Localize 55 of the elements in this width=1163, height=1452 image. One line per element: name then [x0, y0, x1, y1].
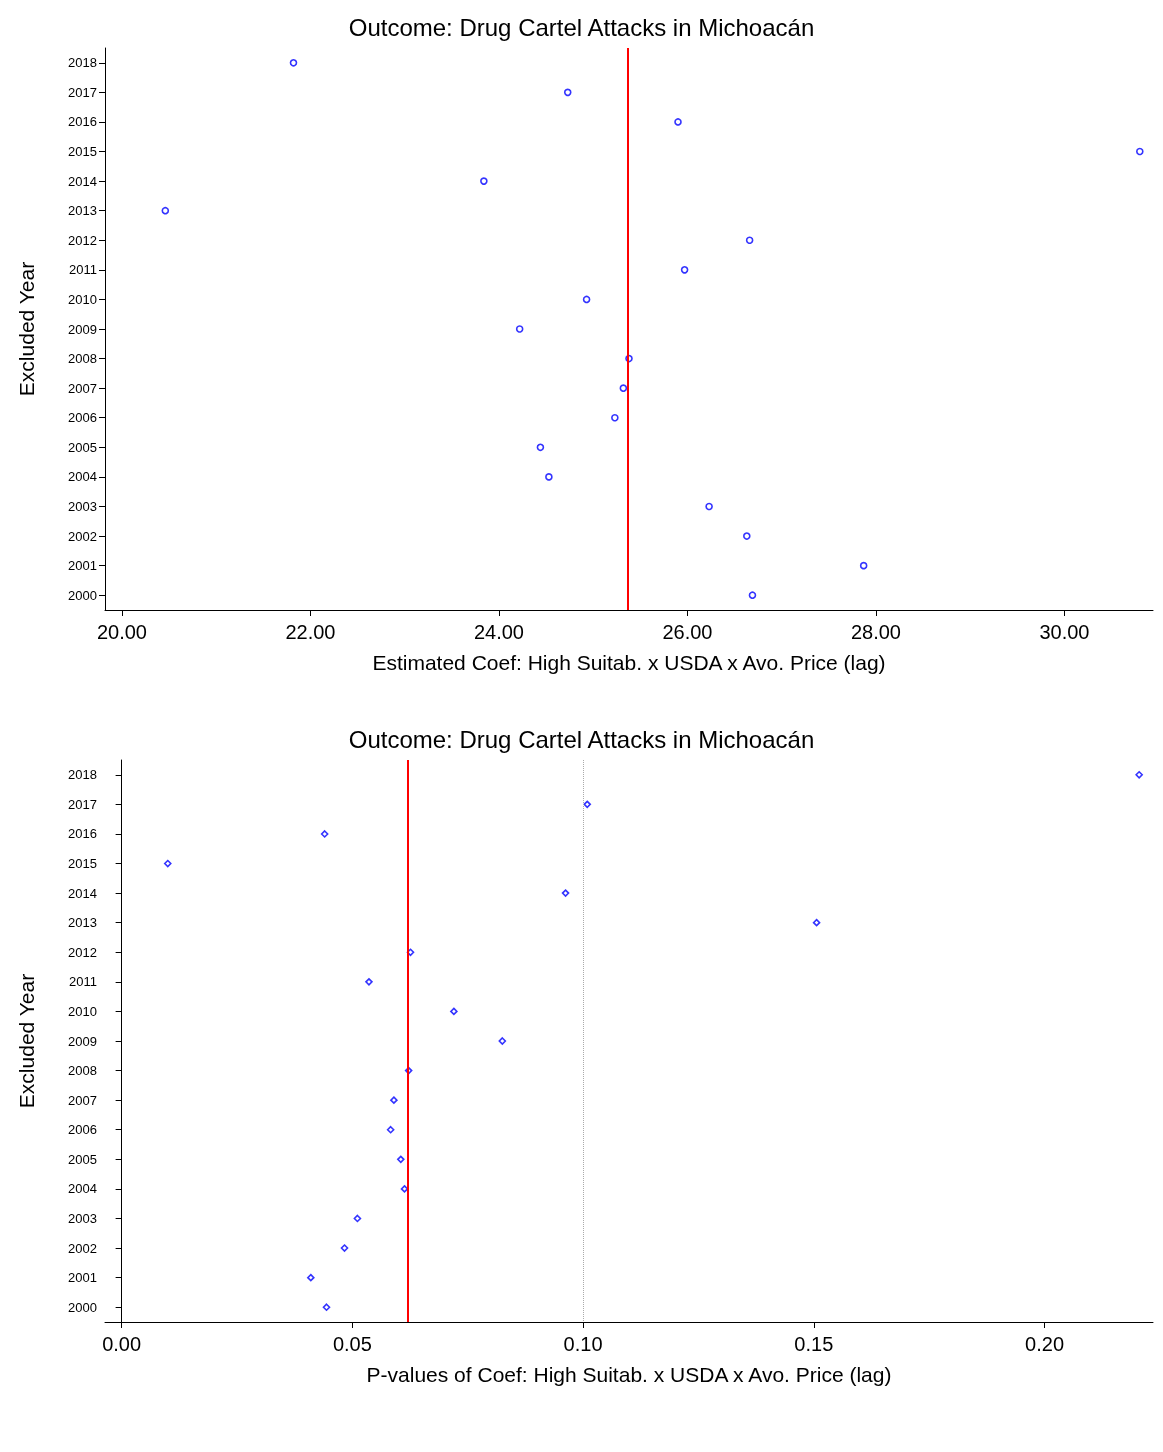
y-tick-label: 2005: [68, 1151, 97, 1167]
y-tick-label: 2002: [68, 1240, 97, 1256]
y-tick-label: 2012: [68, 232, 97, 248]
x-axis-title: Estimated Coef: High Suitab. x USDA x Avo. Price (lag): [372, 651, 886, 674]
y-tick-label: 2009: [68, 1033, 97, 1049]
x-tick-label: 0.00: [102, 1333, 142, 1355]
y-tick-label: 2004: [68, 1181, 97, 1197]
x-tick-label: 30.00: [1039, 621, 1090, 643]
y-tick-label: 2018: [68, 767, 97, 783]
y-tick-label: 2007: [68, 380, 97, 396]
chart-title: Outcome: Drug Cartel Attacks in Michoacán: [348, 725, 815, 753]
y-tick-label: 2000: [68, 587, 97, 603]
x-tick-label: 26.00: [662, 621, 713, 643]
y-axis-title: Excluded Year: [15, 261, 38, 397]
y-tick-label: 2011: [69, 974, 97, 990]
y-tick-label: 2011: [69, 262, 97, 278]
y-tick-label: 2001: [68, 1270, 97, 1286]
chart-title: Outcome: Drug Cartel Attacks in Michoacán: [348, 13, 815, 41]
y-tick-label: 2009: [68, 321, 97, 337]
y-tick-label: 2013: [68, 203, 97, 219]
y-tick-label: 2018: [68, 55, 97, 71]
y-tick-label: 2001: [68, 558, 97, 574]
y-tick-label: 2000: [68, 1299, 97, 1315]
x-tick-label: 0.10: [563, 1333, 603, 1355]
x-tick-label: 24.00: [473, 621, 524, 643]
y-tick-label: 2015: [68, 856, 97, 872]
y-tick-label: 2013: [68, 915, 97, 931]
y-tick-label: 2008: [68, 1063, 97, 1079]
y-tick-label: 2010: [68, 1003, 97, 1019]
y-tick-label: 2015: [68, 144, 97, 160]
y-tick-label: 2006: [68, 1122, 97, 1138]
y-tick-label: 2016: [68, 826, 97, 842]
y-tick-label: 2008: [68, 351, 97, 367]
x-tick-label: 22.00: [285, 621, 336, 643]
y-tick-label: 2014: [68, 885, 97, 901]
y-axis-title: Excluded Year: [15, 973, 38, 1109]
x-tick-label: 20.00: [96, 621, 147, 643]
y-tick-label: 2005: [68, 439, 97, 455]
y-tick-label: 2002: [68, 528, 97, 544]
y-tick-label: 2017: [68, 796, 97, 812]
y-tick-label: 2017: [68, 84, 97, 100]
x-tick-label: 0.15: [794, 1333, 834, 1355]
y-tick-label: 2004: [68, 469, 97, 485]
y-tick-label: 2007: [68, 1092, 97, 1108]
y-tick-label: 2016: [68, 114, 97, 130]
x-axis-title: P-values of Coef: High Suitab. x USDA x Avo. Price (lag): [366, 1363, 892, 1386]
y-tick-label: 2010: [68, 291, 97, 307]
y-tick-label: 2006: [68, 410, 97, 426]
x-tick-label: 28.00: [850, 621, 901, 643]
y-tick-label: 2012: [68, 944, 97, 960]
y-tick-label: 2003: [68, 498, 97, 514]
x-tick-label: 0.05: [332, 1333, 372, 1355]
y-tick-label: 2014: [68, 173, 97, 189]
y-tick-label: 2003: [68, 1210, 97, 1226]
x-tick-label: 0.20: [1025, 1333, 1065, 1355]
